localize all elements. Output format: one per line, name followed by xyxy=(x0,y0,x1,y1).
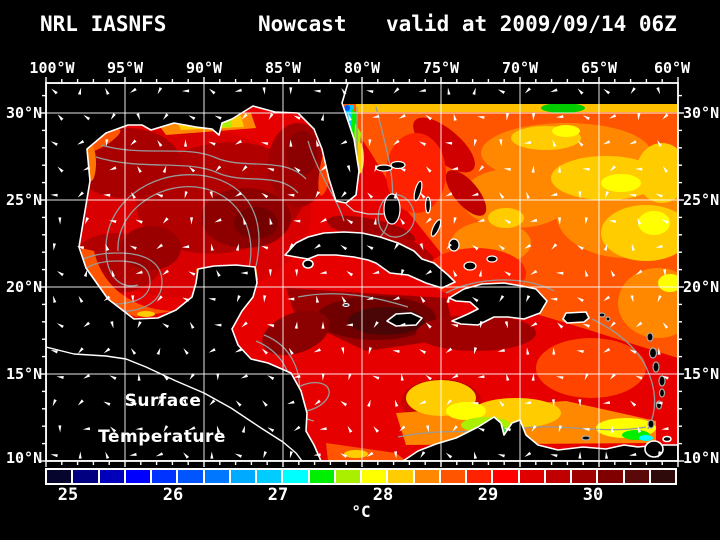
lat-axis-label-right: 20°N xyxy=(683,278,720,296)
colorbar-segment xyxy=(230,470,255,483)
lon-axis-label: 65°W xyxy=(580,59,618,77)
colorbar-segment xyxy=(624,470,649,483)
map-gridlines xyxy=(46,83,678,461)
colorbar-segment xyxy=(178,470,203,483)
colorbar-segment xyxy=(467,470,492,483)
colorbar-tick-label: 27 xyxy=(267,485,289,505)
colorbar-segment xyxy=(283,470,308,483)
lon-axis-label: 100°W xyxy=(29,59,75,77)
colorbar-segment xyxy=(545,470,570,483)
land-cuba xyxy=(284,231,456,289)
colorbar-segment xyxy=(388,470,413,483)
colorbar-segment xyxy=(73,470,98,483)
colorbar-segment xyxy=(362,470,387,483)
colorbar-segment xyxy=(493,470,518,483)
map-field xyxy=(46,83,678,461)
lat-axis-label-left: 10°N xyxy=(6,449,43,467)
model-name-label: NRL IASNFS xyxy=(40,12,167,36)
valid-time-label: valid at 2009/09/14 06Z xyxy=(386,12,677,36)
lon-axis-label: 80°W xyxy=(343,59,381,77)
product-label: Nowcast xyxy=(258,12,347,36)
colorbar-segment xyxy=(519,470,544,483)
lat-axis-label-right: 25°N xyxy=(683,191,720,209)
colorbar-segment xyxy=(414,470,439,483)
colorbar-tick-label: 29 xyxy=(477,485,499,505)
land-hispaniola xyxy=(448,282,548,326)
colorbar-segment xyxy=(572,470,597,483)
colorbar-segment xyxy=(335,470,360,483)
lat-axis-label-right: 15°N xyxy=(683,365,720,383)
lon-axis-label: 95°W xyxy=(106,59,144,77)
colorbar xyxy=(45,468,677,485)
no-data-band xyxy=(342,83,678,104)
lat-axis-label-left: 20°N xyxy=(6,278,43,296)
colorbar-segment xyxy=(99,470,124,483)
colorbar-segment xyxy=(47,470,72,483)
lat-axis-label-right: 10°N xyxy=(683,449,720,467)
surface-label: Surface xyxy=(124,391,202,411)
colorbar-segment xyxy=(152,470,177,483)
colorbar-tick-label: 30 xyxy=(582,485,604,505)
colorbar-segment xyxy=(598,470,623,483)
temperature-label: Temperature xyxy=(98,427,226,447)
colorbar-segment xyxy=(204,470,229,483)
lon-axis-label: 75°W xyxy=(422,59,460,77)
lat-axis-label-right: 30°N xyxy=(683,104,720,122)
colorbar-unit-label: °C xyxy=(351,502,371,521)
lon-axis-label: 60°W xyxy=(653,59,691,77)
lon-axis-label: 85°W xyxy=(264,59,302,77)
land-trinidad xyxy=(644,440,664,458)
colorbar-segment xyxy=(440,470,465,483)
coastline-florida-keys xyxy=(345,203,384,215)
lon-axis-label: 70°W xyxy=(501,59,539,77)
land-puerto-rico xyxy=(562,311,590,324)
lat-axis-label-left: 30°N xyxy=(6,104,43,122)
land-bahamas xyxy=(342,160,498,308)
land-jamaica xyxy=(386,312,423,327)
colorbar-tick-label: 25 xyxy=(57,485,79,505)
colorbar-segment xyxy=(309,470,334,483)
coastline-pacific xyxy=(46,346,303,461)
lat-axis-label-left: 25°N xyxy=(6,191,43,209)
land-isla-juventud xyxy=(302,259,314,269)
colorbar-segment xyxy=(650,470,675,483)
colorbar-tick-label: 28 xyxy=(372,485,394,505)
colorbar-tick-label: 26 xyxy=(162,485,184,505)
land-tobago xyxy=(662,435,672,443)
current-vector-arrows xyxy=(50,87,669,459)
lon-axis-label: 90°W xyxy=(185,59,223,77)
land-lesser-antilles xyxy=(581,312,666,441)
axis-ticks xyxy=(40,77,684,467)
colorbar-segment xyxy=(257,470,282,483)
lat-axis-label-left: 15°N xyxy=(6,365,43,383)
land-masks xyxy=(46,83,678,461)
colorbar-segment xyxy=(125,470,150,483)
